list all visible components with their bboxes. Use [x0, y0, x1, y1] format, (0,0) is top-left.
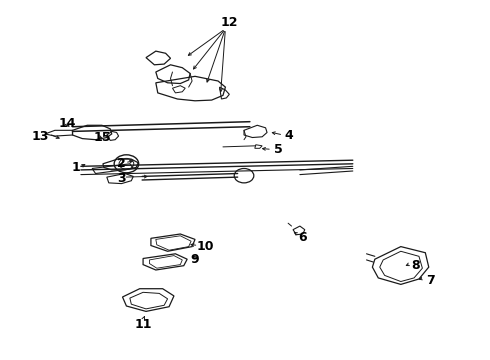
Text: 8: 8 — [411, 259, 420, 272]
Text: 7: 7 — [426, 274, 435, 287]
Text: 4: 4 — [285, 129, 294, 141]
Text: 6: 6 — [298, 231, 307, 244]
Text: 15: 15 — [93, 131, 111, 144]
Text: 12: 12 — [220, 16, 238, 29]
Text: 11: 11 — [134, 318, 152, 331]
Text: 14: 14 — [59, 117, 76, 130]
Text: 13: 13 — [31, 130, 49, 143]
Text: 9: 9 — [191, 253, 199, 266]
Text: 10: 10 — [196, 240, 214, 253]
Text: 3: 3 — [117, 172, 126, 185]
Text: 5: 5 — [274, 143, 283, 156]
Text: 2: 2 — [117, 157, 126, 170]
Text: 1: 1 — [72, 161, 80, 174]
